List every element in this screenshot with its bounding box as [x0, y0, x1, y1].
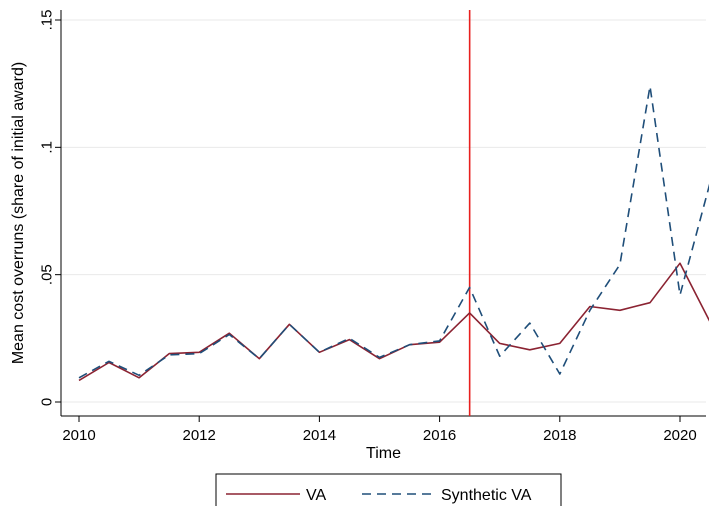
- x-tick-label-4: 2018: [543, 427, 576, 444]
- y-axis-ticks: 0 .05 .1 .15: [38, 10, 61, 406]
- x-tick-label-0: 2010: [62, 427, 95, 444]
- y-tick-label-0: 0: [38, 398, 55, 406]
- y-tick-label-2: .1: [38, 141, 55, 154]
- y-axis-title: Mean cost overruns (share of initial awa…: [10, 62, 27, 364]
- y-tick-label-3: .15: [38, 10, 55, 31]
- x-tick-label-3: 2016: [423, 427, 456, 444]
- legend-label-va: VA: [306, 487, 326, 504]
- x-tick-label-5: 2020: [663, 427, 696, 444]
- legend: VA Synthetic VA: [215, 473, 562, 506]
- legend-label-synthetic-va: Synthetic VA: [441, 487, 532, 504]
- x-axis-title: Time: [366, 445, 401, 462]
- grid-lines: [61, 19, 706, 403]
- legend-box: [215, 473, 562, 506]
- series-line-va: [78, 262, 709, 382]
- y-tick-label-1: .05: [38, 264, 55, 285]
- x-axis-ticks: 2010 2012 2014 2016 2018 2020: [62, 416, 697, 444]
- x-tick-label-1: 2012: [183, 427, 216, 444]
- series-lines: [78, 85, 709, 382]
- series-line-synthetic-va: [78, 85, 709, 379]
- x-tick-label-2: 2014: [303, 427, 336, 444]
